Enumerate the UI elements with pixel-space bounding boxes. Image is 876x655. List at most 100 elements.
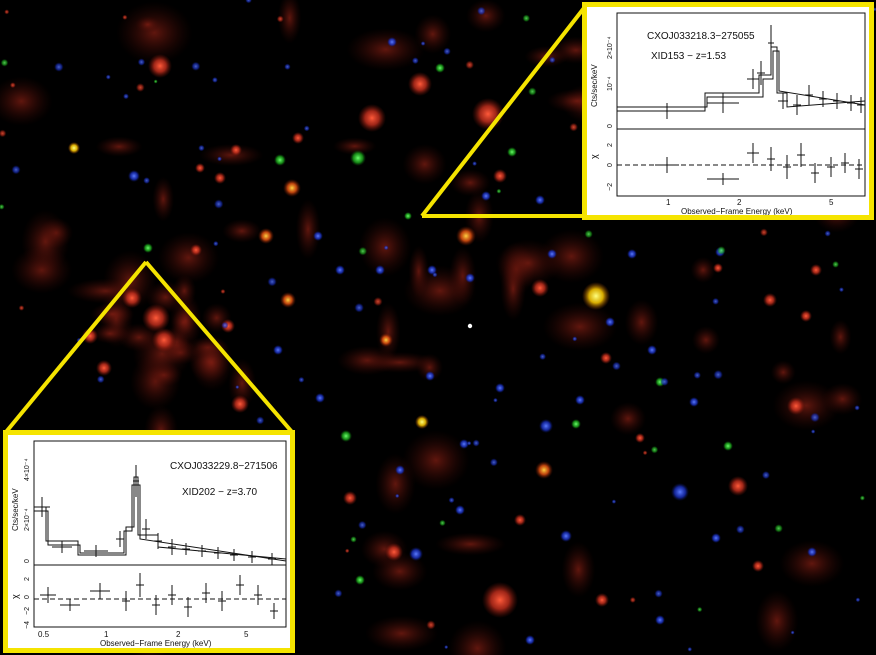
diffuse-emission (561, 541, 596, 598)
xray-source (273, 345, 283, 355)
xray-source (547, 249, 557, 259)
diffuse-emission (538, 229, 604, 284)
xray-source (217, 156, 223, 162)
xray-source (343, 491, 357, 505)
xray-source (571, 419, 581, 429)
xray-source (507, 147, 517, 157)
xray-source (807, 547, 817, 557)
diffuse-emission (500, 257, 526, 321)
xray-source (395, 493, 400, 499)
x-tick: 2 (737, 198, 742, 207)
diffuse-emission (448, 620, 507, 655)
diffuse-emission (772, 380, 840, 431)
x-tick: 5 (244, 630, 249, 639)
xray-source (415, 415, 429, 429)
diffuse-emission (332, 137, 377, 155)
diffuse-emission (169, 291, 202, 350)
xray-source (256, 416, 265, 425)
xray-source (824, 230, 831, 237)
xray-source (723, 441, 733, 451)
y-tick-top: 4×10⁻⁴ (24, 459, 31, 481)
y-tick-top: 0 (607, 124, 614, 128)
xray-source (692, 326, 720, 354)
source-id-label: XID202 − z=3.70 (182, 487, 257, 498)
xray-source (11, 165, 21, 175)
xray-source (671, 483, 689, 501)
xray-source (395, 465, 405, 475)
xray-source (373, 296, 383, 307)
xray-source (0, 58, 9, 67)
model-line (34, 476, 287, 560)
xray-source (717, 246, 726, 255)
callout-line-b (4, 260, 148, 434)
xray-source (642, 450, 648, 456)
xray-source (535, 461, 553, 479)
xray-source (627, 249, 637, 259)
xray-source (687, 646, 693, 652)
xray-source (455, 505, 465, 515)
xray-source (489, 458, 498, 467)
callout-line-b (144, 260, 294, 434)
xray-source (496, 188, 502, 194)
xray-source (152, 328, 176, 352)
xray-source (629, 596, 636, 603)
xray-source (214, 172, 226, 184)
xray-source (465, 60, 475, 70)
y-tick-top: 10⁻⁴ (607, 77, 614, 92)
xray-source (713, 263, 723, 273)
xray-source (335, 265, 345, 275)
xray-source (476, 6, 486, 16)
xray-source (528, 87, 537, 96)
model-line (617, 50, 866, 108)
xray-source (569, 122, 579, 132)
xray-source (344, 548, 350, 554)
xray-source (276, 15, 284, 23)
spectrum-plot (34, 465, 287, 619)
diffuse-emission (402, 143, 447, 185)
xray-source (258, 228, 274, 244)
xray-source (355, 575, 365, 585)
diffuse-emission (690, 256, 716, 283)
xray-source (612, 361, 621, 371)
diffuse-emission (466, 0, 506, 33)
xray-source (654, 589, 663, 598)
xray-source (153, 79, 158, 84)
y-axis-label-bottom: χ (10, 594, 20, 599)
xray-source (660, 377, 669, 387)
xray-source (728, 476, 748, 496)
xray-source (123, 93, 129, 100)
xray-source (142, 304, 170, 332)
xray-source (9, 82, 16, 89)
xray-source (143, 177, 151, 184)
xray-source (810, 264, 822, 276)
xray-source (96, 375, 105, 384)
diffuse-emission (755, 590, 799, 652)
diffuse-emission (90, 323, 130, 344)
y-tick-bottom: 0 (607, 163, 614, 167)
xray-source (439, 519, 446, 527)
spectrum-inset-xid202: CXOJ033229.8−271506 XID202 − z=3.70 Cts/… (3, 430, 295, 653)
xray-source (148, 54, 172, 78)
xray-source (854, 405, 860, 411)
xray-source (245, 0, 252, 4)
xray-source (522, 14, 531, 23)
source-id-label: XID153 − z=1.53 (651, 51, 726, 62)
xray-source (456, 226, 476, 246)
xray-source (354, 302, 364, 313)
xray-source (0, 203, 5, 210)
diffuse-emission (199, 143, 264, 167)
diffuse-emission (435, 532, 506, 556)
xray-source (459, 439, 469, 449)
xray-source (539, 419, 553, 433)
xray-source (274, 154, 286, 166)
xray-source (198, 144, 205, 152)
diffuse-emission (190, 334, 234, 391)
y-tick-bottom: −4 (24, 621, 31, 629)
xray-source (539, 353, 547, 361)
xray-source (600, 352, 612, 364)
xray-source (96, 360, 112, 376)
diffuse-emission (157, 232, 220, 284)
xray-source (284, 63, 291, 71)
xray-source (0, 129, 7, 138)
xray-source (334, 589, 343, 598)
